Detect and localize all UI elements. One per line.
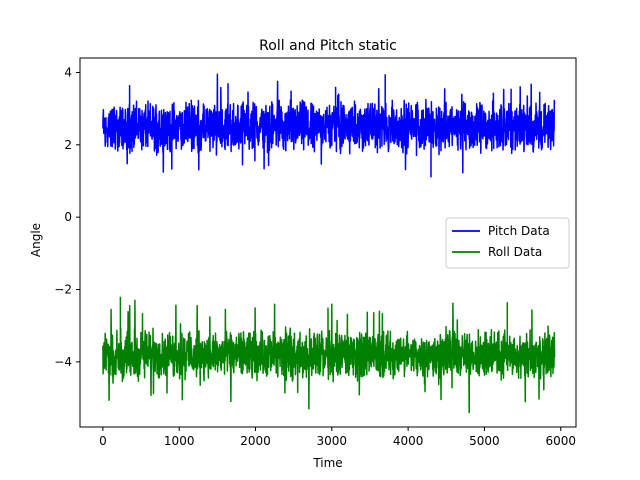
y-tick-label: 2 (64, 138, 72, 152)
chart-title: Roll and Pitch static (259, 38, 397, 54)
x-tick-label: 2000 (240, 434, 271, 448)
legend-label-pitch: Pitch Data (488, 224, 550, 238)
x-tick-label: 4000 (393, 434, 424, 448)
y-tick-label: 0 (64, 210, 72, 224)
x-tick-label: 1000 (164, 434, 195, 448)
y-axis-label: Angle (29, 223, 43, 257)
legend: Pitch Data Roll Data (445, 217, 570, 269)
legend-label-roll: Roll Data (488, 245, 542, 259)
axes-layer: 0 1000 2000 3000 4000 5000 6000 −4 −2 0 2 4 (54, 57, 577, 448)
y-tick-label: 4 (64, 65, 72, 79)
series-line-roll (102, 296, 556, 414)
y-tick-label: −2 (54, 283, 72, 297)
plot-frame (79, 57, 577, 428)
x-tick-label: 3000 (317, 434, 348, 448)
series-line-pitch (102, 73, 556, 178)
x-tick-label: 5000 (469, 434, 500, 448)
x-tick-label: 0 (99, 434, 107, 448)
x-tick-label: 6000 (545, 434, 576, 448)
x-axis-label: Time (312, 456, 342, 470)
y-tick-label: −4 (54, 355, 72, 369)
series-layer (102, 73, 556, 414)
